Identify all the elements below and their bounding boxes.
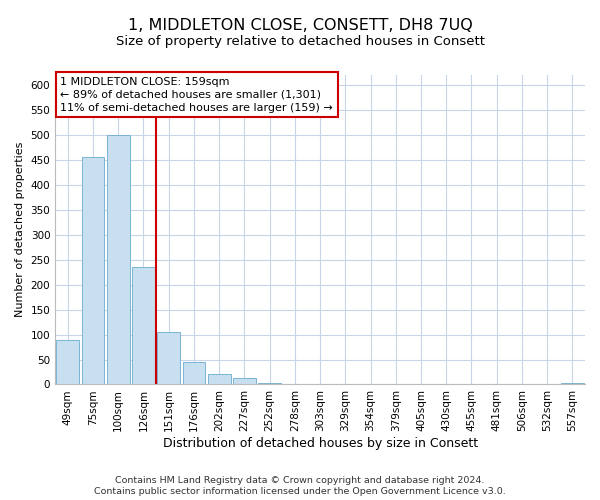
Text: 1 MIDDLETON CLOSE: 159sqm
← 89% of detached houses are smaller (1,301)
11% of se: 1 MIDDLETON CLOSE: 159sqm ← 89% of detac… <box>61 76 333 113</box>
Bar <box>107 135 130 384</box>
Y-axis label: Number of detached properties: Number of detached properties <box>15 142 25 318</box>
Text: Contains HM Land Registry data © Crown copyright and database right 2024.: Contains HM Land Registry data © Crown c… <box>115 476 485 485</box>
Bar <box>82 158 104 384</box>
Text: Size of property relative to detached houses in Consett: Size of property relative to detached ho… <box>115 35 485 48</box>
Bar <box>157 332 180 384</box>
Bar <box>56 340 79 384</box>
Bar <box>233 378 256 384</box>
Bar <box>132 267 155 384</box>
Bar <box>208 374 230 384</box>
Text: 1, MIDDLETON CLOSE, CONSETT, DH8 7UQ: 1, MIDDLETON CLOSE, CONSETT, DH8 7UQ <box>128 18 472 32</box>
X-axis label: Distribution of detached houses by size in Consett: Distribution of detached houses by size … <box>163 437 478 450</box>
Bar <box>182 362 205 384</box>
Text: Contains public sector information licensed under the Open Government Licence v3: Contains public sector information licen… <box>94 487 506 496</box>
